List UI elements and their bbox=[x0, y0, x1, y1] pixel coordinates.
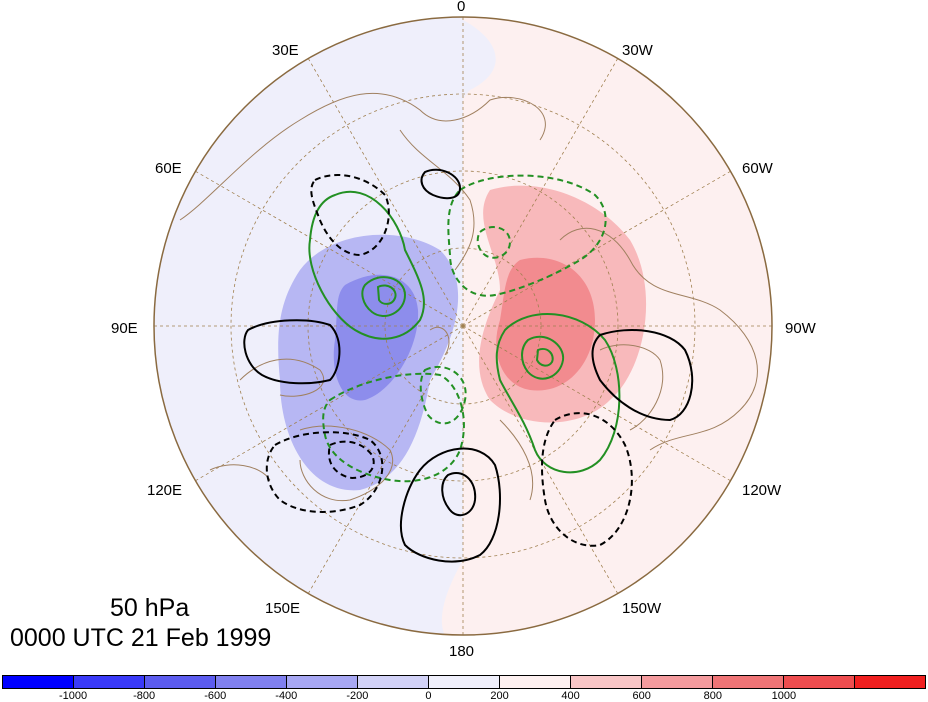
colorbar-tick-label: 1000 bbox=[771, 690, 797, 702]
black-dashed-contours bbox=[265, 174, 633, 547]
pos-anomaly-400 bbox=[496, 257, 595, 391]
colorbar-swatch bbox=[642, 676, 713, 688]
pressure-level-title: 50 hPa bbox=[110, 594, 190, 622]
colorbar-swatch bbox=[145, 676, 216, 688]
colorbar-tick-label: 0 bbox=[425, 690, 432, 702]
pos-background-lobe bbox=[441, 560, 463, 635]
colorbar-swatch bbox=[571, 676, 642, 688]
colorbar-tick-label: -200 bbox=[346, 690, 369, 702]
colorbar-swatch bbox=[713, 676, 784, 688]
lon-label-120e: 120E bbox=[147, 482, 183, 499]
colorbar-swatch bbox=[74, 676, 145, 688]
lon-label-30w: 30W bbox=[622, 42, 653, 59]
colorbar-swatch bbox=[784, 676, 855, 688]
colorbar-swatch bbox=[358, 676, 429, 688]
colorbar-tick-label: -800 bbox=[133, 690, 156, 702]
lon-label-60w: 60W bbox=[742, 160, 773, 177]
colorbar-tick-label: 200 bbox=[490, 690, 509, 702]
neg-background-lobe bbox=[456, 20, 496, 250]
colorbar-tick-label: 800 bbox=[703, 690, 722, 702]
colorbar bbox=[2, 675, 926, 689]
green-solid-contours bbox=[308, 190, 621, 474]
lon-label-120w: 120W bbox=[742, 482, 782, 499]
polar-map bbox=[153, 16, 773, 636]
lon-label-90e: 90E bbox=[111, 320, 138, 337]
green-dashed-contours bbox=[322, 174, 607, 483]
colorbar-swatch bbox=[216, 676, 287, 688]
lon-label-30e: 30E bbox=[272, 42, 299, 59]
colorbar-swatch bbox=[429, 676, 500, 688]
datetime-title: 0000 UTC 21 Feb 1999 bbox=[10, 624, 272, 652]
colorbar-tick-label: 600 bbox=[632, 690, 651, 702]
colorbar-swatch bbox=[855, 676, 925, 688]
colorbar-swatch bbox=[500, 676, 571, 688]
coastlines bbox=[179, 92, 758, 502]
map-boundary bbox=[153, 16, 773, 636]
black-solid-contours bbox=[243, 168, 694, 563]
lon-label-60e: 60E bbox=[155, 160, 182, 177]
colorbar-swatch bbox=[3, 676, 74, 688]
colorbar-tick-label: -400 bbox=[275, 690, 298, 702]
colorbar-tick-label: 400 bbox=[561, 690, 580, 702]
colorbar-swatch bbox=[287, 676, 358, 688]
colorbar-tick-label: -1000 bbox=[58, 690, 88, 702]
colorbar-tick-label: -600 bbox=[204, 690, 227, 702]
lon-label-0: 0 bbox=[457, 0, 466, 15]
lon-label-150w: 150W bbox=[622, 600, 662, 617]
lon-label-90w: 90W bbox=[785, 320, 816, 337]
lon-label-180: 180 bbox=[449, 643, 475, 660]
lon-label-150e: 150E bbox=[265, 600, 301, 617]
